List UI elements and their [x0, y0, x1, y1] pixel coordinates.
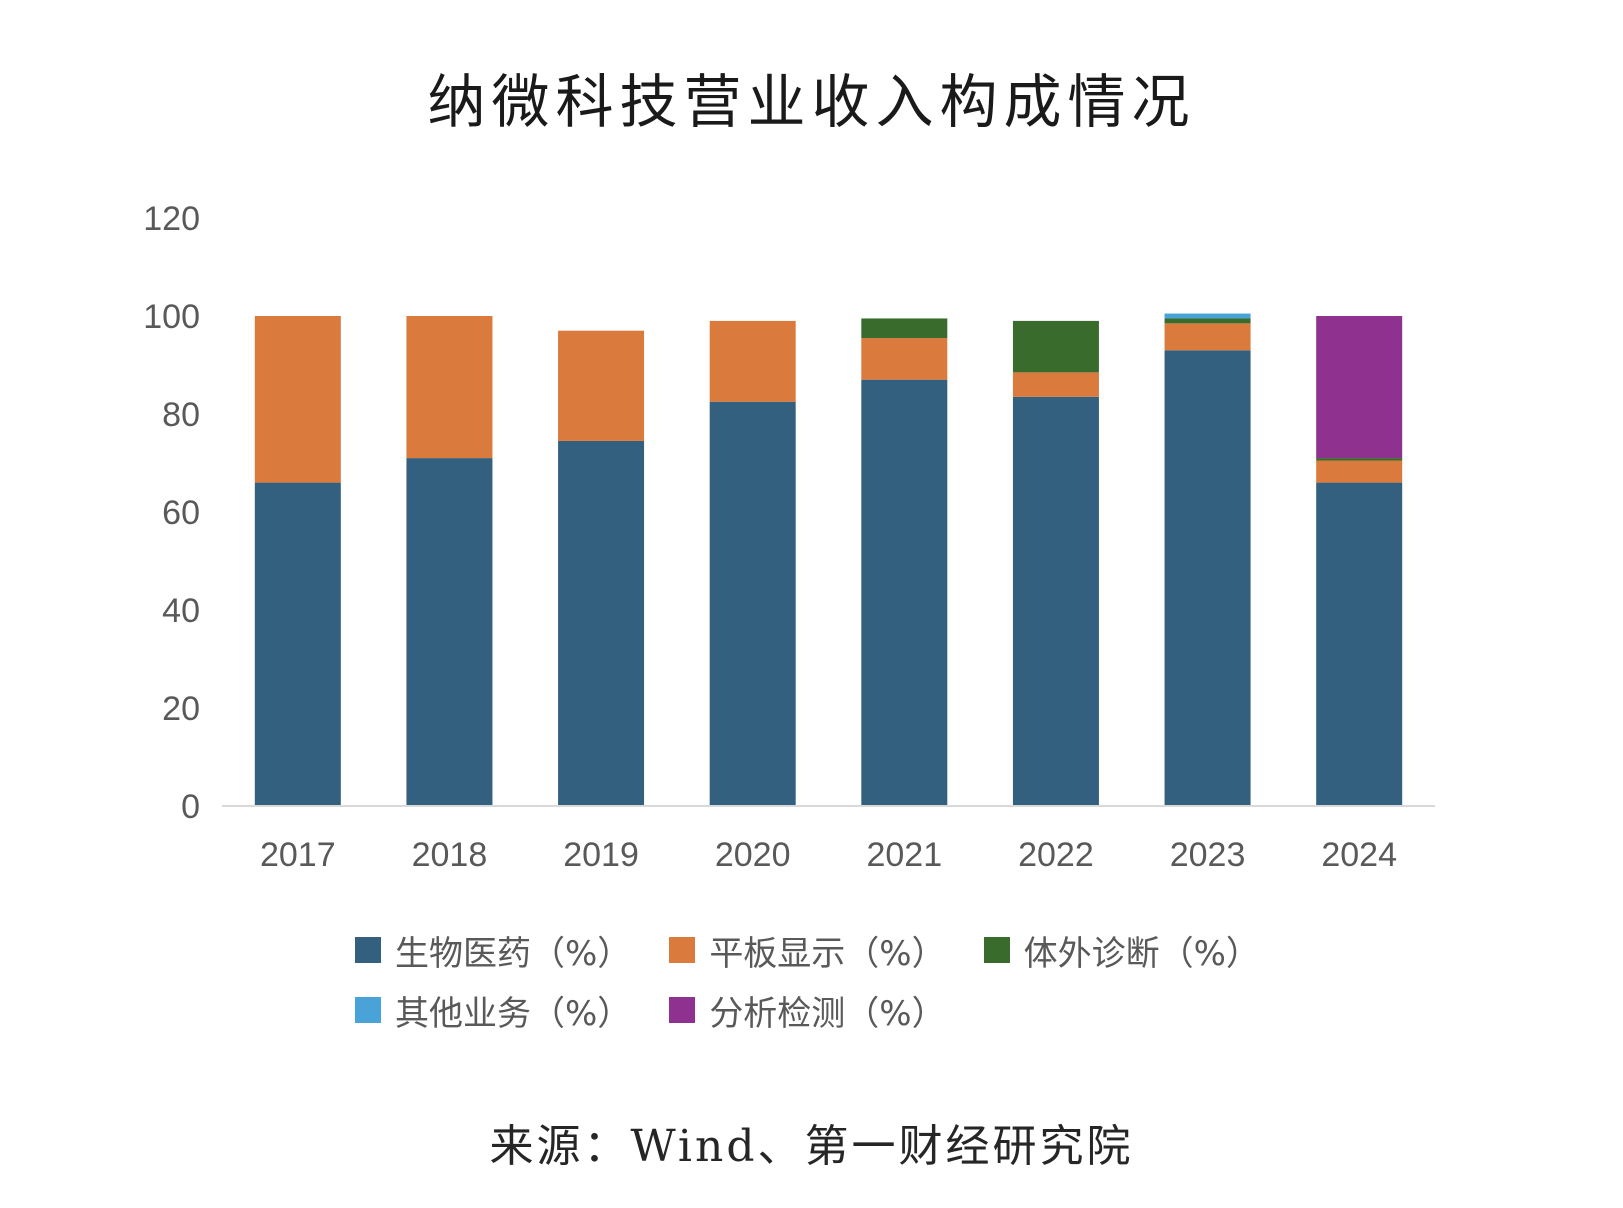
- source-note: 来源：Wind、第一财经研究院: [489, 1121, 1134, 1172]
- bar-segment: [861, 338, 948, 380]
- legend-label: 其他业务（%）: [395, 993, 632, 1034]
- bar-segment: [1164, 323, 1251, 351]
- legend-row: 其他业务（%） 分析检测（%）: [355, 980, 1355, 1040]
- legend-label: 生物医药（%）: [395, 933, 632, 974]
- y-tick-label: 60: [162, 494, 200, 532]
- x-tick-label: 2017: [260, 836, 336, 874]
- legend-item-biomedicine: 生物医药（%）: [355, 926, 631, 975]
- x-tick-label: 2020: [715, 836, 791, 874]
- legend-swatch: [983, 937, 1010, 963]
- bar-segment: [558, 330, 645, 441]
- bar-segment: [1164, 313, 1251, 319]
- x-tick-label: 2018: [412, 836, 488, 874]
- bar-segment: [1164, 350, 1251, 806]
- x-tick-label: 2024: [1321, 836, 1397, 874]
- bar-segment: [406, 316, 493, 459]
- bar-segment: [1316, 316, 1403, 459]
- legend-item-other: 其他业务（%）: [355, 986, 631, 1035]
- y-tick-label: 120: [143, 200, 200, 238]
- chart-title: 纳微科技营业收入构成情况: [427, 68, 1196, 136]
- bar-segment: [861, 379, 948, 806]
- legend-item-flat-panel: 平板显示（%）: [669, 926, 946, 975]
- legend-label: 平板显示（%）: [709, 933, 946, 974]
- bar-segment: [254, 316, 341, 483]
- x-tick-label: 2019: [563, 836, 639, 874]
- legend-swatch: [669, 997, 696, 1023]
- x-tick-label: 2021: [866, 836, 942, 874]
- bar-segment: [1164, 318, 1251, 324]
- y-tick-label: 0: [181, 788, 200, 826]
- bars: [254, 313, 1403, 806]
- bar-segment: [1012, 396, 1099, 806]
- bar-segment: [1012, 320, 1099, 373]
- legend-swatch: [355, 997, 381, 1023]
- y-tick-label: 20: [162, 690, 200, 728]
- legend-swatch: [669, 937, 696, 963]
- y-tick-label: 40: [162, 592, 200, 630]
- legend-swatch: [355, 937, 381, 963]
- legend-label: 体外诊断（%）: [1023, 933, 1260, 974]
- bar-segment: [558, 440, 645, 806]
- legend-label: 分析检测（%）: [709, 993, 946, 1034]
- x-axis-ticks: 2017 2018 2019 2020 2021 2022 2023 2024: [260, 836, 1397, 874]
- legend-row: 生物医药（%） 平板显示（%） 体外诊断（%）: [355, 920, 1355, 980]
- legend-item-ivd: 体外诊断（%）: [983, 926, 1260, 975]
- bar-segment: [1316, 460, 1403, 483]
- stacked-bar-chart: 0 20 40 60 80 100 120 2017 2018 2019 2020 2021 2022…: [143, 200, 1435, 874]
- bar-segment: [1316, 482, 1403, 806]
- bar-segment: [861, 318, 948, 339]
- bar-segment: [254, 482, 341, 806]
- x-tick-label: 2022: [1018, 836, 1094, 874]
- bar-segment: [709, 401, 796, 806]
- y-tick-label: 100: [143, 298, 200, 336]
- y-tick-label: 80: [162, 396, 200, 434]
- x-tick-label: 2023: [1170, 836, 1246, 874]
- legend-item-analysis: 分析检测（%）: [669, 986, 946, 1035]
- bar-segment: [1316, 458, 1403, 461]
- bar-segment: [709, 320, 796, 402]
- bar-segment: [406, 458, 493, 806]
- legend: 生物医药（%） 平板显示（%） 体外诊断（%） 其他业务（%） 分析检测（%）: [355, 920, 1355, 1040]
- bar-segment: [1012, 372, 1099, 397]
- y-axis-ticks: 0 20 40 60 80 100 120: [143, 200, 200, 826]
